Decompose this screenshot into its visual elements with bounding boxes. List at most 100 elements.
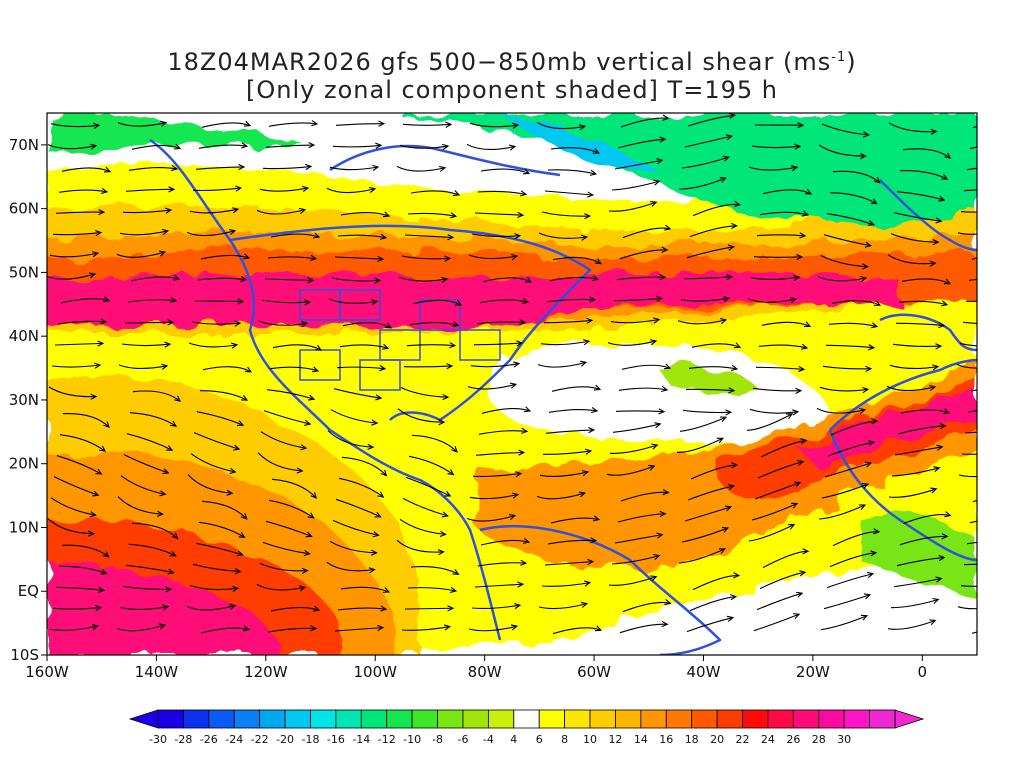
streamline-arrow-201 bbox=[451, 446, 458, 453]
streamline-132 bbox=[476, 321, 526, 325]
streamline-arrow-238 bbox=[89, 511, 97, 518]
colorbar-swatch-21 bbox=[691, 709, 718, 729]
streamline-288 bbox=[611, 555, 660, 565]
streamline-arrow-320 bbox=[932, 597, 940, 604]
streamline-arrow-188 bbox=[523, 406, 532, 413]
streamline-arrow-124 bbox=[940, 300, 949, 307]
streamline-271 bbox=[396, 539, 444, 553]
streamline-34 bbox=[480, 168, 530, 174]
streamline-arrow-235 bbox=[864, 461, 873, 468]
streamline-arrow-24 bbox=[794, 143, 802, 150]
y-tick-label: 50N bbox=[9, 263, 39, 281]
streamline-198 bbox=[193, 432, 240, 450]
streamline-arrow-308 bbox=[95, 604, 103, 612]
streamline-arrow-221 bbox=[867, 440, 876, 447]
streamline-48 bbox=[477, 190, 527, 195]
streamline-265 bbox=[969, 520, 977, 524]
streamline-23 bbox=[684, 135, 732, 148]
streamline-arrow-4 bbox=[378, 120, 386, 127]
streamline-74 bbox=[337, 234, 387, 239]
streamline-193 bbox=[816, 407, 866, 414]
streamline-128 bbox=[191, 321, 241, 325]
streamline-235 bbox=[824, 462, 872, 478]
streamline-141 bbox=[121, 343, 171, 347]
chart-title-line-1: 18Z04MAR2026 gfs 500−850mb vertical shea… bbox=[0, 50, 1024, 74]
streamline-arrow-224 bbox=[92, 490, 100, 497]
streamline-28 bbox=[61, 167, 111, 173]
streamline-arrow-35 bbox=[589, 169, 598, 176]
map-axes: 160W 140W 120W 100W 80W 60W 40W 20W 0 70N 60N 50N 40… bbox=[9, 136, 927, 681]
streamline-87 bbox=[267, 256, 317, 260]
streamline-arrow-62 bbox=[517, 211, 525, 219]
streamline-arrow-134 bbox=[653, 317, 661, 324]
streamline-287 bbox=[544, 561, 593, 566]
streamline-62 bbox=[474, 212, 523, 216]
streamline-154 bbox=[51, 364, 101, 368]
streamline-295 bbox=[122, 585, 171, 590]
streamline-86 bbox=[200, 254, 250, 260]
streamline-160 bbox=[470, 362, 520, 368]
colorbar-swatch-11 bbox=[437, 709, 464, 729]
streamline-273 bbox=[547, 539, 596, 545]
streamline-286 bbox=[477, 562, 526, 567]
streamline-334 bbox=[887, 619, 936, 630]
streamline-170 bbox=[199, 390, 248, 401]
streamline-arrow-321 bbox=[1000, 602, 1006, 607]
streamline-8 bbox=[620, 117, 669, 128]
streamline-arrow-267 bbox=[169, 550, 177, 557]
streamline-arrow-131 bbox=[451, 321, 460, 327]
streamline-108 bbox=[750, 276, 800, 280]
streamline-1 bbox=[117, 122, 167, 127]
streamline-arrow-31 bbox=[305, 163, 313, 171]
streamline-arrow-171 bbox=[308, 394, 316, 401]
streamline-321 bbox=[957, 606, 977, 610]
streamline-arrow-189 bbox=[591, 407, 599, 414]
streamline-125 bbox=[965, 300, 977, 302]
streamline-arrow-103 bbox=[441, 276, 449, 283]
streamline-arrow-72 bbox=[228, 229, 237, 236]
streamline-117 bbox=[412, 299, 462, 306]
shear-band-16 bbox=[860, 516, 977, 600]
streamline-11 bbox=[821, 123, 869, 136]
streamline-arrow-147 bbox=[583, 339, 591, 346]
streamline-241 bbox=[268, 499, 315, 519]
streamline-169 bbox=[132, 390, 181, 402]
streamline-153 bbox=[959, 342, 977, 347]
streamline-arrow-104 bbox=[524, 276, 533, 283]
streamline-17 bbox=[265, 144, 314, 148]
streamline-67 bbox=[826, 213, 874, 226]
colorbar-level-label: 10 bbox=[583, 733, 597, 746]
streamline-arrow-7 bbox=[578, 124, 587, 131]
colorbar-level-label: 28 bbox=[812, 733, 826, 746]
colorbar-level-label: -22 bbox=[251, 733, 269, 746]
streamline-arrow-46 bbox=[369, 186, 377, 193]
colorbar-swatch-4 bbox=[259, 709, 286, 729]
streamline-arrow-274 bbox=[656, 532, 664, 539]
streamline-arrow-42 bbox=[101, 187, 109, 194]
streamline-175 bbox=[551, 386, 601, 392]
streamline-arrow-90 bbox=[511, 253, 519, 261]
streamline-arrow-153 bbox=[1002, 342, 1008, 347]
streamline-95 bbox=[820, 255, 868, 268]
streamline-arrow-261 bbox=[724, 505, 733, 512]
x-tick-label: 40W bbox=[687, 663, 721, 681]
streamline-arrow-174 bbox=[509, 382, 518, 389]
streamline-arrow-109 bbox=[860, 275, 868, 283]
colorbar-level-label: -24 bbox=[225, 733, 243, 746]
streamline-arrow-98 bbox=[88, 272, 97, 279]
streamline-arrow-25 bbox=[860, 152, 867, 160]
streamline-65 bbox=[692, 203, 740, 217]
streamline-318 bbox=[756, 592, 803, 611]
streamline-arrow-152 bbox=[935, 343, 943, 350]
streamline-arrow-158 bbox=[379, 365, 387, 372]
streamline-211 bbox=[123, 454, 169, 474]
streamline-arrow-311 bbox=[312, 605, 321, 612]
streamline-arrow-41 bbox=[1009, 163, 1014, 168]
streamline-arrow-48 bbox=[519, 190, 528, 197]
streamline-296 bbox=[189, 584, 238, 591]
streamline-168 bbox=[48, 386, 97, 398]
streamline-arrow-314 bbox=[514, 602, 522, 610]
colorbar-swatch-16 bbox=[564, 709, 591, 729]
streamline-arrow-310 bbox=[229, 603, 237, 610]
streamline-275 bbox=[681, 527, 729, 543]
